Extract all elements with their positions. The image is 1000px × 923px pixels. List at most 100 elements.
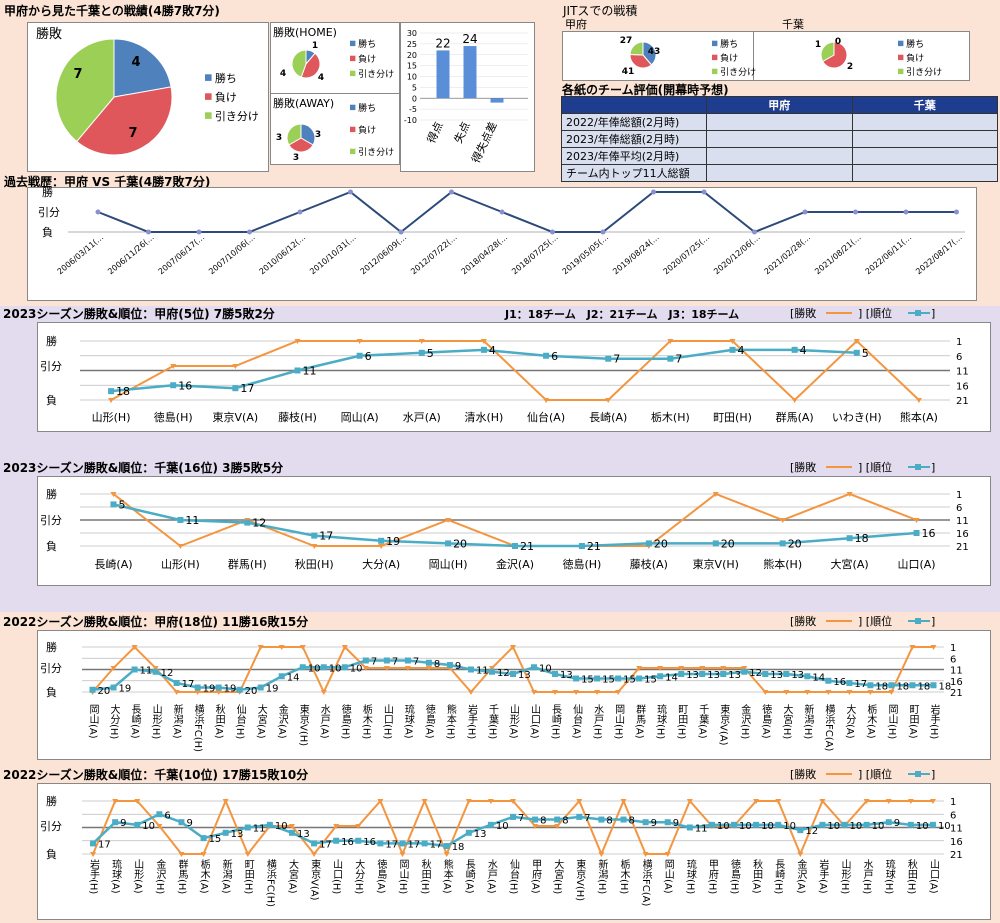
- draw-label: 引分: [40, 819, 62, 833]
- rank-data-label: 13: [770, 670, 783, 681]
- rank-data-label: 17: [240, 382, 254, 395]
- legend-label: 引き分け: [215, 109, 259, 123]
- rank-data-label: 6: [164, 810, 170, 821]
- pie-slice: [113, 38, 172, 98]
- rank-marker: [244, 824, 251, 831]
- category-label: 琉球(A): [110, 858, 122, 894]
- rank-marker: [266, 821, 273, 828]
- rank-marker: [594, 675, 601, 682]
- rank-data-label: 17: [407, 839, 420, 850]
- rank-data-label: 10: [717, 821, 730, 832]
- result-marker: [605, 398, 612, 403]
- result-marker: [762, 690, 769, 695]
- bar-category-label: 失点: [452, 120, 473, 145]
- rank-tick-label: 21: [956, 542, 969, 553]
- category-label: 大分(A): [844, 703, 856, 739]
- rank-data-label: 13: [728, 670, 741, 681]
- legend-rank-label: ] [順位: [858, 767, 892, 781]
- result-marker: [465, 799, 472, 804]
- rank-data-label: 10: [308, 663, 321, 674]
- bar-data-label: 24: [462, 32, 477, 46]
- rank-tick-label: 1: [956, 490, 962, 501]
- history-tick-label: 2012/06/09(…: [359, 233, 409, 277]
- kofu2022-card: [37, 630, 991, 760]
- result-marker: [341, 645, 348, 650]
- result-marker: [598, 852, 605, 857]
- category-label: 群馬(H): [228, 557, 267, 571]
- bar-tick-label: 0: [412, 94, 417, 103]
- pie-data-label: 0: [835, 37, 841, 47]
- category-label: 徳島(A): [423, 703, 435, 739]
- category-label: 東京V(A): [718, 703, 730, 746]
- rank-data-label: 19: [224, 684, 237, 695]
- rank-marker: [791, 346, 798, 353]
- category-label: 山形(H): [161, 558, 200, 571]
- rank-marker: [615, 675, 622, 682]
- category-label: 徳島(H): [562, 557, 601, 571]
- rank-tick-label: 11: [956, 516, 969, 527]
- rank-marker: [636, 675, 643, 682]
- rank-marker: [731, 821, 738, 828]
- history-point: [449, 189, 454, 195]
- category-label: 岡山(H): [613, 704, 625, 740]
- rank-data-label: 13: [791, 670, 804, 681]
- history-tick-label: 2018/07/25(…: [510, 233, 560, 277]
- category-label: 長崎(A): [129, 704, 141, 739]
- result-marker: [775, 799, 782, 804]
- rank-data-label: 18: [452, 842, 465, 853]
- pie-data-label: 4: [131, 55, 140, 70]
- rank-marker: [642, 819, 649, 826]
- history-tick-label: 2010/10/31(…: [308, 233, 358, 277]
- history-tick-label: 2007/10/06(…: [207, 233, 257, 277]
- rank-marker: [819, 821, 826, 828]
- legend-label: 引き分け: [906, 67, 942, 78]
- rank-data-label: 15: [623, 675, 636, 686]
- rank-marker: [425, 659, 432, 666]
- history-title: 過去戦歴：甲府 VS 千葉(4勝7敗7分): [4, 175, 211, 189]
- category-label: 仙台(A): [571, 703, 583, 739]
- category-label: いわき(H): [832, 411, 882, 424]
- result-marker: [888, 690, 895, 695]
- rank-marker: [712, 540, 719, 547]
- result-marker: [885, 799, 892, 804]
- result-marker: [554, 824, 561, 829]
- category-label: 甲府(A): [530, 859, 542, 894]
- rank-data-label: 17: [319, 530, 333, 543]
- category-label: 岡山(A): [662, 859, 674, 894]
- category-label: 東京V(H): [297, 703, 309, 746]
- legend-rank-label: ] [順位: [858, 460, 892, 474]
- result-marker: [863, 799, 870, 804]
- history-point: [398, 229, 404, 235]
- rank-marker: [194, 684, 201, 691]
- rank-marker: [170, 382, 177, 389]
- category-label: 千葉(H): [486, 704, 498, 740]
- result-marker: [112, 799, 119, 804]
- rank-data-label: 11: [476, 666, 489, 677]
- result-marker: [729, 339, 736, 344]
- rank-marker: [846, 680, 853, 686]
- category-label: 山形(H): [150, 704, 162, 740]
- category-label: 水戸(H): [861, 859, 873, 895]
- legend-label: 負け: [358, 53, 376, 65]
- rank-marker: [699, 671, 706, 677]
- result-marker: [131, 645, 138, 650]
- rank-tick-label: 21: [950, 850, 963, 861]
- result-marker: [170, 364, 177, 369]
- rank-data-label: 18: [896, 681, 909, 692]
- result-marker: [573, 690, 580, 695]
- result-marker: [797, 852, 804, 857]
- draw-label: 引分: [40, 661, 62, 675]
- legend-swatch: [205, 74, 212, 81]
- result-marker: [783, 690, 790, 695]
- history-line: [97, 190, 957, 234]
- rank-data-label: 9: [120, 818, 126, 829]
- category-label: 新潟(H): [596, 858, 608, 895]
- rank-data-label: 7: [518, 813, 524, 824]
- legend-label: 負け: [358, 124, 376, 136]
- chiba2022-card: [37, 783, 991, 920]
- result-marker: [510, 799, 516, 804]
- category-label: 群馬(A): [634, 703, 646, 739]
- rank-data-label: 11: [303, 365, 317, 378]
- rank-data-label: 11: [253, 824, 266, 835]
- bar: [463, 46, 477, 99]
